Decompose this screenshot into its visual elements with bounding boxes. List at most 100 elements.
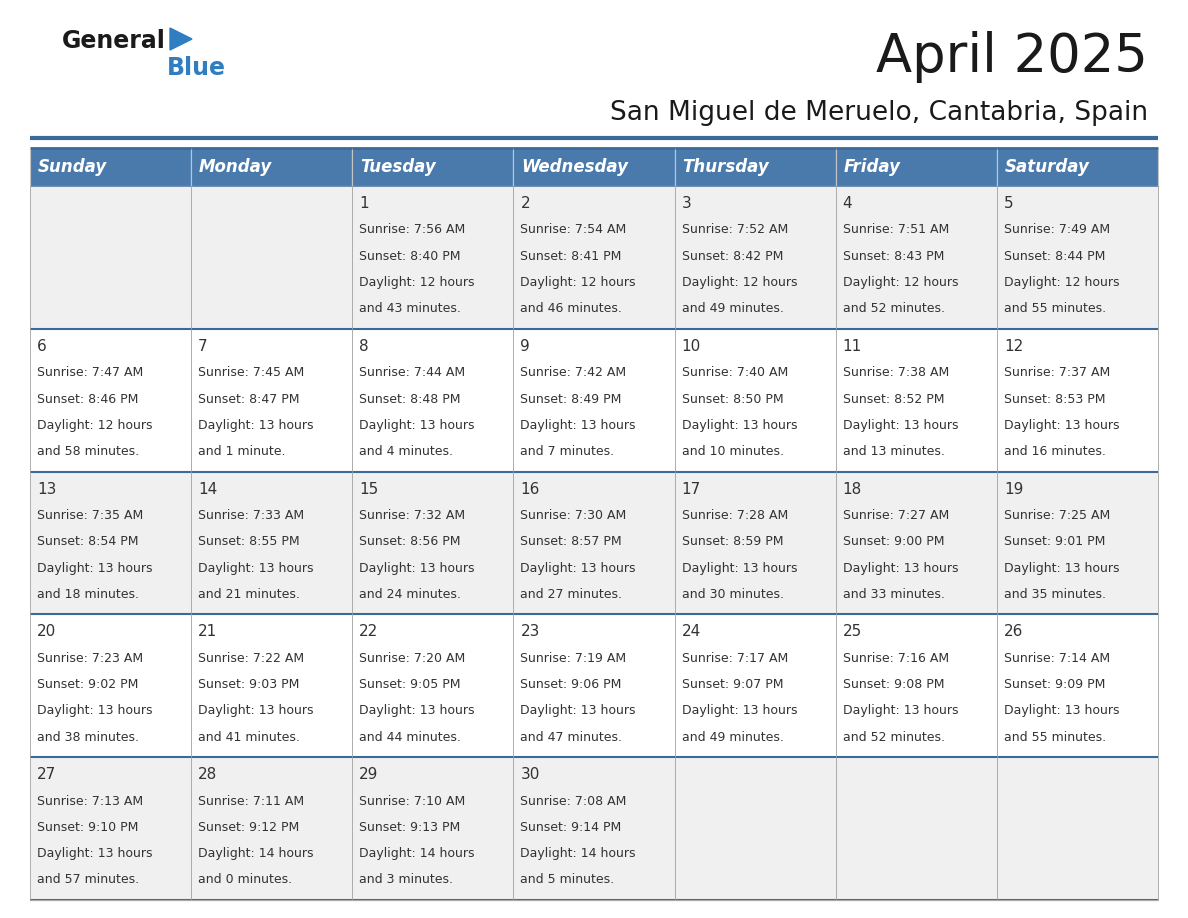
Text: and 52 minutes.: and 52 minutes. [842, 731, 944, 744]
Text: Sunset: 8:50 PM: Sunset: 8:50 PM [682, 393, 783, 406]
Text: and 27 minutes.: and 27 minutes. [520, 588, 623, 600]
Text: and 38 minutes.: and 38 minutes. [37, 731, 139, 744]
Text: Sunrise: 7:23 AM: Sunrise: 7:23 AM [37, 652, 143, 665]
Text: Sunrise: 7:08 AM: Sunrise: 7:08 AM [520, 795, 627, 808]
Text: 27: 27 [37, 767, 56, 782]
Text: Sunset: 8:46 PM: Sunset: 8:46 PM [37, 393, 138, 406]
Text: Sunset: 8:59 PM: Sunset: 8:59 PM [682, 535, 783, 548]
Bar [353, 614, 513, 757]
Bar [675, 757, 835, 900]
Text: Daylight: 13 hours: Daylight: 13 hours [842, 562, 959, 575]
Bar [675, 614, 835, 757]
Text: Sunrise: 7:40 AM: Sunrise: 7:40 AM [682, 366, 788, 379]
Text: and 5 minutes.: and 5 minutes. [520, 873, 614, 887]
Text: Sunset: 9:05 PM: Sunset: 9:05 PM [359, 678, 461, 691]
Bar [191, 186, 353, 329]
Text: Daylight: 13 hours: Daylight: 13 hours [682, 419, 797, 431]
Text: San Miguel de Meruelo, Cantabria, Spain: San Miguel de Meruelo, Cantabria, Spain [609, 100, 1148, 126]
Text: and 47 minutes.: and 47 minutes. [520, 731, 623, 744]
Bar [835, 757, 997, 900]
Text: 5: 5 [1004, 196, 1013, 211]
Text: Tuesday: Tuesday [360, 158, 436, 176]
Text: Sunset: 9:14 PM: Sunset: 9:14 PM [520, 821, 621, 834]
Text: and 58 minutes.: and 58 minutes. [37, 445, 139, 458]
Text: Sunrise: 7:52 AM: Sunrise: 7:52 AM [682, 223, 788, 237]
Text: Sunrise: 7:44 AM: Sunrise: 7:44 AM [359, 366, 466, 379]
Text: Sunrise: 7:35 AM: Sunrise: 7:35 AM [37, 509, 144, 522]
Bar [353, 757, 513, 900]
Text: April 2025: April 2025 [876, 31, 1148, 83]
Text: 6: 6 [37, 339, 46, 353]
Text: Sunset: 8:54 PM: Sunset: 8:54 PM [37, 535, 139, 548]
Bar [353, 329, 513, 472]
Text: Friday: Friday [843, 158, 901, 176]
Bar [513, 614, 675, 757]
Text: and 4 minutes.: and 4 minutes. [359, 445, 454, 458]
Text: Sunrise: 7:14 AM: Sunrise: 7:14 AM [1004, 652, 1110, 665]
Text: Sunset: 8:44 PM: Sunset: 8:44 PM [1004, 250, 1105, 263]
Text: Daylight: 13 hours: Daylight: 13 hours [520, 419, 636, 431]
Bar [997, 329, 1158, 472]
Text: Sunday: Sunday [38, 158, 107, 176]
Text: 3: 3 [682, 196, 691, 211]
Bar [513, 329, 675, 472]
Text: Daylight: 13 hours: Daylight: 13 hours [842, 419, 959, 431]
Text: 11: 11 [842, 339, 862, 353]
Bar [353, 186, 513, 329]
Text: and 49 minutes.: and 49 minutes. [682, 731, 783, 744]
Text: and 41 minutes.: and 41 minutes. [198, 731, 301, 744]
Text: Daylight: 13 hours: Daylight: 13 hours [359, 704, 475, 717]
Text: Sunrise: 7:11 AM: Sunrise: 7:11 AM [198, 795, 304, 808]
Text: 9: 9 [520, 339, 530, 353]
Text: Sunset: 9:07 PM: Sunset: 9:07 PM [682, 678, 783, 691]
Text: Daylight: 13 hours: Daylight: 13 hours [682, 704, 797, 717]
Text: Sunrise: 7:32 AM: Sunrise: 7:32 AM [359, 509, 466, 522]
Bar [675, 329, 835, 472]
Text: Daylight: 12 hours: Daylight: 12 hours [520, 276, 636, 289]
Text: 24: 24 [682, 624, 701, 640]
Text: Daylight: 13 hours: Daylight: 13 hours [198, 419, 314, 431]
Text: Daylight: 13 hours: Daylight: 13 hours [37, 562, 152, 575]
Bar [835, 329, 997, 472]
Text: Sunset: 9:06 PM: Sunset: 9:06 PM [520, 678, 621, 691]
Text: Daylight: 14 hours: Daylight: 14 hours [520, 847, 636, 860]
Bar [513, 186, 675, 329]
Text: Daylight: 13 hours: Daylight: 13 hours [520, 704, 636, 717]
Bar [835, 614, 997, 757]
Bar [191, 329, 353, 472]
Bar [30, 148, 191, 186]
Text: and 3 minutes.: and 3 minutes. [359, 873, 454, 887]
Text: 10: 10 [682, 339, 701, 353]
Bar [997, 757, 1158, 900]
Text: 1: 1 [359, 196, 369, 211]
Text: Daylight: 13 hours: Daylight: 13 hours [1004, 419, 1119, 431]
Text: Sunset: 8:55 PM: Sunset: 8:55 PM [198, 535, 299, 548]
Text: Daylight: 12 hours: Daylight: 12 hours [37, 419, 152, 431]
Text: Sunrise: 7:22 AM: Sunrise: 7:22 AM [198, 652, 304, 665]
Bar [191, 614, 353, 757]
Bar [30, 757, 191, 900]
Text: Sunrise: 7:25 AM: Sunrise: 7:25 AM [1004, 509, 1110, 522]
Text: Sunrise: 7:56 AM: Sunrise: 7:56 AM [359, 223, 466, 237]
Text: Sunset: 8:53 PM: Sunset: 8:53 PM [1004, 393, 1105, 406]
Text: Daylight: 13 hours: Daylight: 13 hours [198, 562, 314, 575]
Text: 12: 12 [1004, 339, 1023, 353]
Text: and 18 minutes.: and 18 minutes. [37, 588, 139, 600]
Text: and 57 minutes.: and 57 minutes. [37, 873, 139, 887]
Text: Sunset: 8:52 PM: Sunset: 8:52 PM [842, 393, 944, 406]
Bar [191, 472, 353, 614]
Text: Sunrise: 7:19 AM: Sunrise: 7:19 AM [520, 652, 626, 665]
Text: Sunset: 9:02 PM: Sunset: 9:02 PM [37, 678, 138, 691]
Text: and 13 minutes.: and 13 minutes. [842, 445, 944, 458]
Text: Sunset: 8:43 PM: Sunset: 8:43 PM [842, 250, 944, 263]
Bar [513, 757, 675, 900]
Text: Daylight: 13 hours: Daylight: 13 hours [37, 847, 152, 860]
Text: 14: 14 [198, 482, 217, 497]
Text: 30: 30 [520, 767, 539, 782]
Text: Sunset: 9:00 PM: Sunset: 9:00 PM [842, 535, 944, 548]
Bar [513, 148, 675, 186]
Text: 16: 16 [520, 482, 539, 497]
Bar [191, 148, 353, 186]
Text: Blue: Blue [168, 56, 226, 80]
Text: and 30 minutes.: and 30 minutes. [682, 588, 784, 600]
